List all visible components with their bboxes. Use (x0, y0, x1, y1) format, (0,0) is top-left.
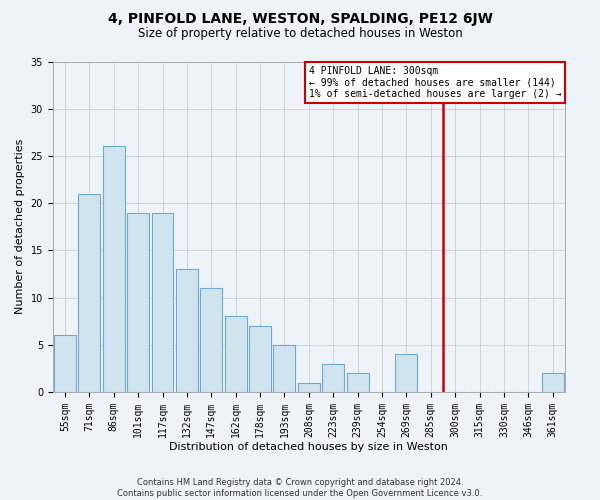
Bar (79, 194, 100, 392)
Bar (542, 373, 563, 392)
X-axis label: Distribution of detached houses by size in Weston: Distribution of detached houses by size … (169, 442, 448, 452)
Text: Contains HM Land Registry data © Crown copyright and database right 2024.
Contai: Contains HM Land Registry data © Crown c… (118, 478, 482, 498)
Text: Size of property relative to detached houses in Weston: Size of property relative to detached ho… (137, 28, 463, 40)
Bar (54, 336, 76, 392)
Bar (152, 212, 173, 392)
Bar (176, 269, 198, 392)
Bar (200, 288, 222, 392)
Bar (224, 316, 247, 392)
Bar (103, 146, 125, 392)
Bar (395, 354, 418, 392)
Bar (127, 212, 149, 392)
Bar (274, 345, 295, 392)
Bar (347, 373, 368, 392)
Text: 4, PINFOLD LANE, WESTON, SPALDING, PE12 6JW: 4, PINFOLD LANE, WESTON, SPALDING, PE12 … (107, 12, 493, 26)
Bar (249, 326, 271, 392)
Y-axis label: Number of detached properties: Number of detached properties (15, 139, 25, 314)
Bar (322, 364, 344, 392)
Text: 4 PINFOLD LANE: 300sqm
← 99% of detached houses are smaller (144)
1% of semi-det: 4 PINFOLD LANE: 300sqm ← 99% of detached… (309, 66, 562, 100)
Bar (298, 382, 320, 392)
